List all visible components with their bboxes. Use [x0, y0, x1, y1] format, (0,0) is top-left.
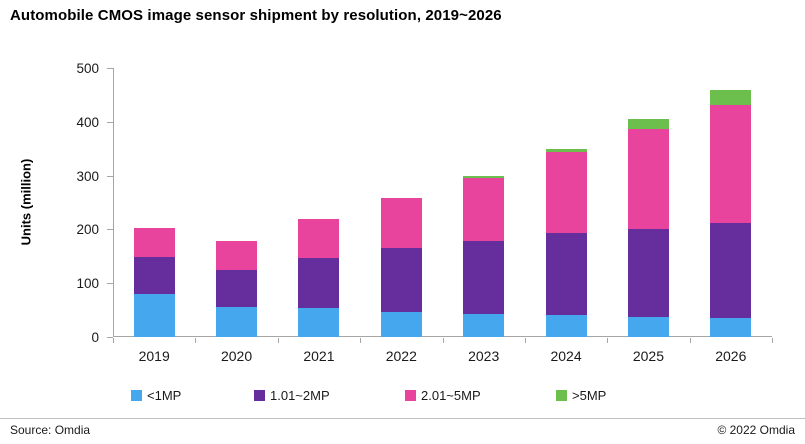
- y-tick-mark: [107, 121, 113, 123]
- legend-item->5MP: >5MP: [556, 388, 606, 402]
- x-category-label: 2024: [550, 348, 582, 364]
- bar-segment-2020-1.01~2MP: [216, 269, 258, 308]
- y-tick-label: 400: [76, 114, 99, 130]
- bar-segment-2024->5MP: [545, 149, 587, 152]
- bar-segment-2021-<1MP: [298, 308, 340, 337]
- x-tick-mark: [113, 338, 114, 343]
- y-tick-label: 200: [76, 222, 99, 238]
- legend-swatch: [405, 389, 416, 401]
- bar-segment-2026-<1MP: [710, 318, 752, 337]
- x-tick-mark: [360, 338, 362, 343]
- x-category-label: 2019: [138, 348, 170, 364]
- x-category-label: 2022: [385, 348, 417, 364]
- bar-segment-2022-<1MP: [380, 311, 422, 337]
- bar-segment-2025-1.01~2MP: [627, 229, 669, 318]
- x-category-label: 2025: [632, 348, 665, 364]
- footer-divider: [0, 418, 805, 419]
- footer-source: Source: Omdia: [10, 423, 91, 437]
- bar-segment-2020-2.01~5MP: [216, 240, 258, 270]
- y-tick-mark: [107, 68, 113, 69]
- bar-segment-2019-2.01~5MP: [133, 227, 175, 258]
- x-category-label: 2021: [303, 348, 335, 364]
- legend-swatch: [556, 389, 567, 401]
- legend-swatch: [131, 389, 142, 401]
- x-category-label: 2026: [715, 348, 747, 364]
- y-axis-title: Units (million): [18, 158, 34, 246]
- y-tick-mark: [107, 229, 113, 231]
- bar-segment-2019-<1MP: [133, 293, 175, 337]
- bar-segment-2024-2.01~5MP: [545, 151, 587, 233]
- bar-segment-2026-2.01~5MP: [710, 104, 752, 223]
- x-tick-mark: [607, 338, 609, 343]
- footer-copyright: © 2022 Omdia: [717, 423, 795, 437]
- x-category-label: 2020: [220, 348, 253, 364]
- y-tick-label: 0: [91, 330, 99, 345]
- legend-swatch: [254, 389, 265, 401]
- legend-label: 1.01~2MP: [270, 387, 330, 403]
- y-tick-mark: [107, 175, 113, 177]
- bar-segment-2024-1.01~2MP: [545, 232, 587, 316]
- legend-item-<1MP: <1MP: [131, 388, 181, 402]
- y-tick-label: 500: [76, 61, 99, 76]
- bar-segment-2025-<1MP: [627, 317, 669, 337]
- y-tick-label: 100: [76, 276, 99, 292]
- bar-segment-2023-1.01~2MP: [463, 240, 505, 315]
- bar-segment-2020-<1MP: [216, 307, 258, 337]
- bar-segment-2023-2.01~5MP: [463, 177, 505, 241]
- x-tick-mark: [195, 338, 197, 343]
- plot-area: [113, 68, 772, 337]
- x-tick-mark: [442, 338, 444, 343]
- bar-segment-2019-1.01~2MP: [133, 257, 175, 294]
- x-tick-mark: [277, 338, 279, 343]
- bar-segment-2021-2.01~5MP: [298, 219, 340, 259]
- y-tick-mark: [107, 283, 113, 285]
- legend-item-2.01~5MP: 2.01~5MP: [405, 388, 481, 402]
- x-tick-mark: [524, 338, 526, 343]
- chart-title: Automobile CMOS image sensor shipment by…: [10, 7, 502, 24]
- bar-segment-2022-1.01~2MP: [380, 248, 422, 312]
- bar-segment-2025->5MP: [627, 118, 669, 130]
- y-tick-label: 300: [76, 168, 99, 184]
- legend-item-1.01~2MP: 1.01~2MP: [254, 388, 330, 402]
- legend-label: 2.01~5MP: [421, 387, 481, 403]
- bar-segment-2021-1.01~2MP: [298, 258, 340, 309]
- x-tick-mark: [689, 338, 691, 343]
- bar-segment-2024-<1MP: [545, 315, 587, 337]
- bar-segment-2023->5MP: [463, 175, 505, 178]
- x-tick-mark: [772, 338, 773, 343]
- y-tick-mark: [107, 337, 113, 338]
- bar-segment-2026-1.01~2MP: [710, 222, 752, 319]
- bar-segment-2025-2.01~5MP: [627, 129, 669, 230]
- bar-segment-2023-<1MP: [463, 314, 505, 337]
- bar-segment-2026->5MP: [710, 89, 752, 105]
- legend-label: <1MP: [147, 387, 182, 403]
- bar-segment-2022-2.01~5MP: [380, 198, 422, 249]
- x-category-label: 2023: [468, 348, 500, 364]
- legend-label: >5MP: [572, 387, 607, 403]
